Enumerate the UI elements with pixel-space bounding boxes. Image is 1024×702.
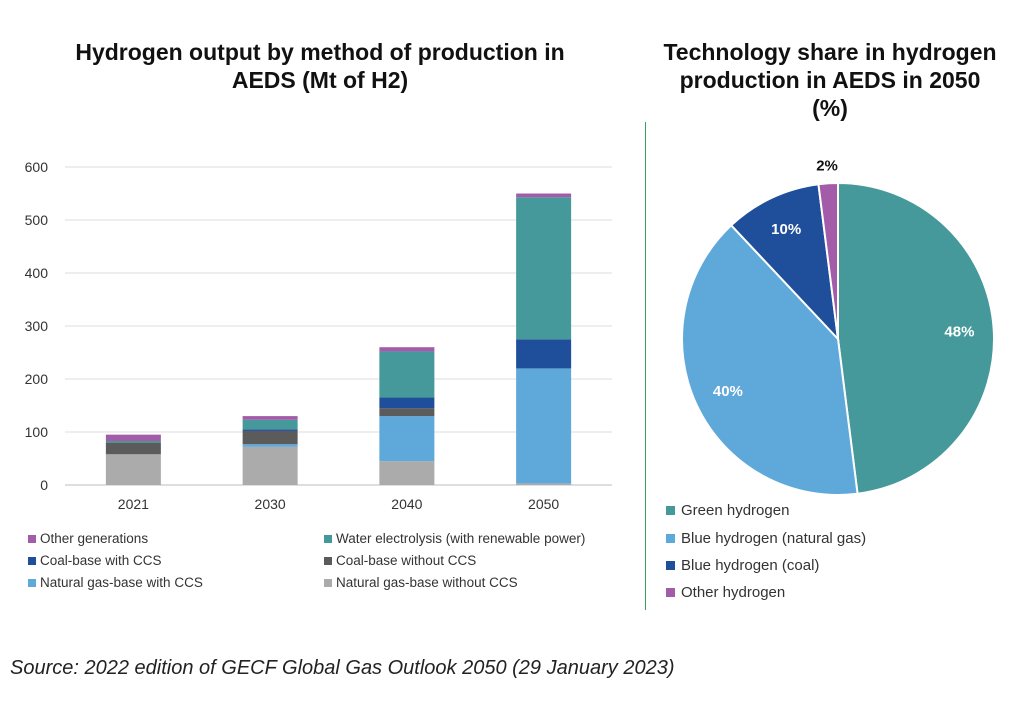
legend-label: Blue hydrogen (natural gas): [681, 530, 867, 547]
legend-swatch: [666, 534, 675, 543]
pie-legend-item-green: Green hydrogen: [666, 502, 789, 519]
legend-item-natgas-no-ccs: Natural gas-base without CCS: [324, 575, 518, 590]
pie-legend-item-other: Other hydrogen: [666, 584, 785, 601]
x-tick-label: 2021: [118, 496, 149, 512]
legend-swatch: [324, 578, 332, 587]
legend-item-other-generations: Other generations: [28, 531, 148, 546]
pie-data-label: 10%: [771, 221, 801, 238]
pie-data-label: 40%: [713, 383, 743, 400]
bar-segment: [105, 434, 161, 442]
pie-slice: [837, 181, 995, 495]
legend-label: Water electrolysis (with renewable power…: [336, 531, 586, 546]
legend-label: Other hydrogen: [681, 584, 786, 601]
bar-segment: [379, 397, 435, 409]
bar-segment: [105, 454, 161, 485]
legend-label: Natural gas-base without CCS: [336, 575, 518, 590]
bar-segment: [516, 193, 572, 198]
bar-segment: [516, 197, 572, 340]
y-tick-label: 100: [25, 424, 49, 440]
bar-segment: [242, 444, 298, 447]
legend-label: Natural gas-base with CCS: [40, 575, 203, 590]
legend-label: Green hydrogen: [681, 502, 790, 519]
bar-segment: [242, 419, 298, 430]
bar-segment: [242, 416, 298, 420]
pie-slice: [817, 181, 839, 340]
bar-chart-title: Hydrogen output by method of production …: [75, 39, 565, 93]
y-tick-label: 500: [25, 212, 49, 228]
bar-segment: [379, 347, 435, 352]
x-tick-label: 2030: [255, 496, 286, 512]
bar-segment: [379, 461, 435, 485]
y-tick-label: 200: [25, 371, 49, 387]
legend-swatch: [28, 534, 36, 543]
pie-legend-item-blue-coal: Blue hydrogen (coal): [666, 557, 819, 574]
y-tick-label: 400: [25, 265, 49, 281]
y-tick-label: 0: [40, 477, 48, 493]
legend-label: Coal-base without CCS: [336, 553, 477, 568]
pie-data-label: 2%: [816, 157, 838, 174]
legend-label: Blue hydrogen (coal): [681, 557, 820, 574]
legend-item-natgas-ccs: Natural gas-base with CCS: [28, 575, 203, 590]
legend-label: Coal-base with CCS: [40, 553, 162, 568]
pie-slice: [729, 183, 840, 342]
legend-swatch: [324, 534, 332, 543]
pie-data-label: 48%: [944, 323, 974, 340]
pie-chart-title: Technology share in hydrogen production …: [663, 39, 997, 121]
source-caption: Source: 2022 edition of GECF Global Gas …: [10, 657, 675, 679]
legend-swatch: [324, 556, 332, 565]
bar-segment: [379, 351, 435, 398]
bar-segment: [242, 446, 298, 485]
bar-segment: [516, 368, 572, 484]
x-tick-label: 2050: [528, 496, 559, 512]
legend-swatch: [666, 561, 675, 570]
legend-item-water-electrolysis: Water electrolysis (with renewable power…: [324, 531, 585, 546]
bar-segment: [105, 442, 161, 455]
bar-segment: [105, 441, 161, 443]
pie-slice: [681, 223, 859, 496]
legend-item-coal-ccs: Coal-base with CCS: [28, 553, 162, 568]
divider: [645, 122, 646, 610]
bar-segment: [516, 483, 572, 485]
bar-segment: [379, 408, 435, 417]
pie-legend-item-blue-gas: Blue hydrogen (natural gas): [666, 530, 866, 547]
legend-swatch: [28, 556, 36, 565]
y-tick-label: 300: [25, 318, 49, 334]
legend-swatch: [666, 506, 675, 515]
x-tick-label: 2040: [391, 496, 422, 512]
bar-segment: [516, 339, 572, 369]
bar-segment: [242, 429, 298, 431]
legend-swatch: [28, 578, 36, 587]
y-tick-label: 600: [25, 159, 49, 175]
legend-label: Other generations: [40, 531, 149, 546]
legend-swatch: [666, 588, 675, 597]
legend-item-coal-no-ccs: Coal-base without CCS: [324, 553, 476, 568]
bar-segment: [242, 430, 298, 445]
bar-segment: [379, 416, 435, 462]
